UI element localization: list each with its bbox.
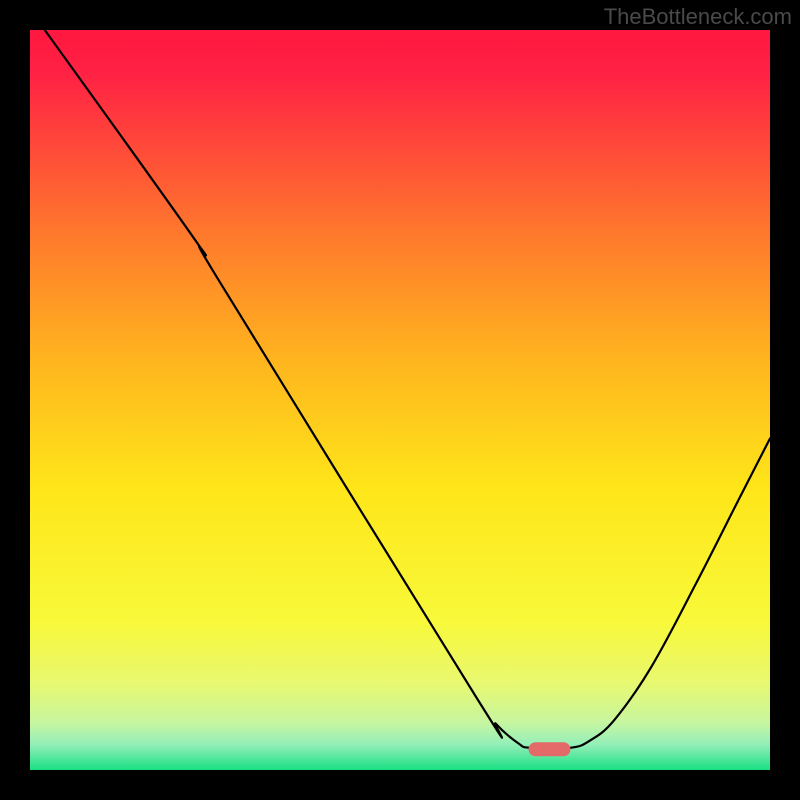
- attribution-text: TheBottleneck.com: [604, 4, 792, 30]
- bottleneck-chart: [0, 0, 800, 800]
- plot-area: [30, 30, 770, 770]
- chart-stage: TheBottleneck.com: [0, 0, 800, 800]
- optimal-marker: [528, 742, 570, 756]
